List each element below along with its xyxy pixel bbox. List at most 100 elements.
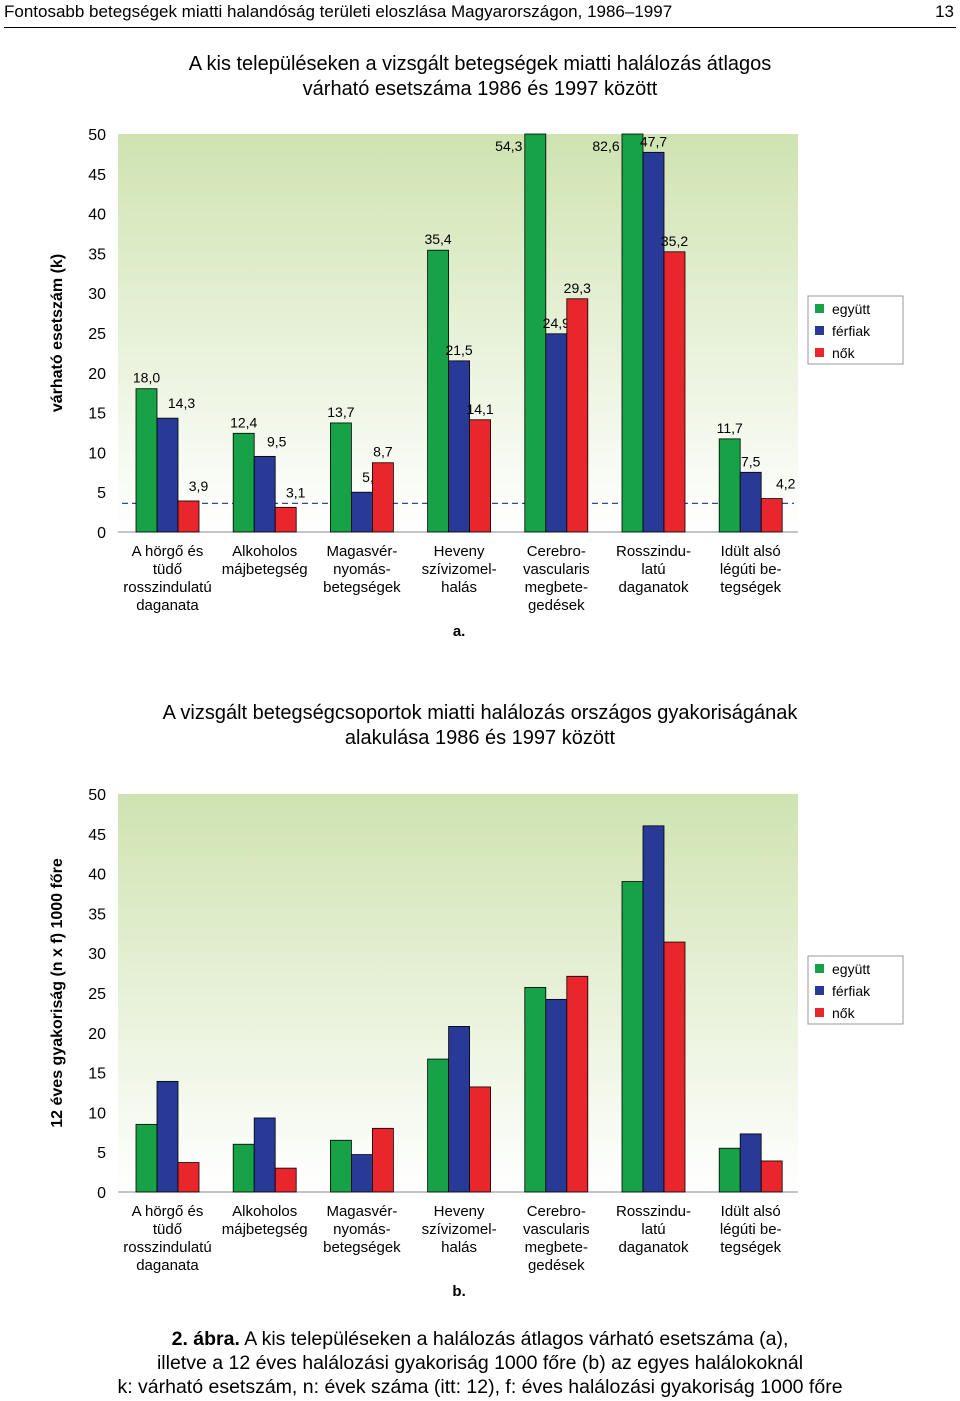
bar <box>232 1143 255 1193</box>
legend-label: férfiak <box>832 323 871 339</box>
bar <box>156 417 179 533</box>
bar <box>663 941 686 1193</box>
bar <box>371 1127 394 1193</box>
bar <box>469 1086 492 1193</box>
bar <box>621 881 644 1193</box>
category-label: Heveny <box>434 1203 485 1220</box>
category-label: daganatok <box>618 1239 689 1256</box>
bar <box>621 133 644 533</box>
category-label: betegségek <box>323 1239 401 1256</box>
category-label: légúti be- <box>720 561 782 578</box>
chart-a: 0 5 10 15 20 25 30 35 40 45 50 várható esetszám (k)… <box>49 127 904 640</box>
bar <box>566 975 589 1193</box>
category-label: szívizomel- <box>422 1221 497 1238</box>
bar <box>448 360 471 533</box>
bar <box>350 1154 373 1193</box>
data-label: 82,6 <box>592 138 619 154</box>
bar <box>718 438 741 533</box>
data-label: 29,3 <box>564 280 591 296</box>
legend-swatch <box>815 986 824 995</box>
y-tick-label: 50 <box>88 787 106 804</box>
legend-swatch <box>815 1008 824 1017</box>
y-tick-label: 25 <box>88 986 106 1003</box>
legend-swatch <box>815 348 824 357</box>
bar <box>329 422 352 533</box>
page-number: 13 <box>935 2 954 21</box>
caption-line-3: k: várható esetszám, n: évek száma (itt:… <box>117 1376 843 1398</box>
header-rule <box>4 27 956 28</box>
legend-label: férfiak <box>832 983 871 999</box>
caption-line-1: A kis településeken a halálozás átlagos … <box>239 1328 789 1350</box>
category-label: A hörgő és <box>132 543 204 560</box>
category-label: daganatok <box>618 579 689 596</box>
data-label: 3,9 <box>189 478 209 494</box>
bar <box>253 455 276 533</box>
category-label: tüdő <box>153 1221 182 1238</box>
bar <box>545 333 568 533</box>
category-label: halás <box>441 1239 477 1256</box>
chart-b: 0 5 10 15 20 25 30 35 40 45 50 12 éves gyakoriság (… <box>49 787 904 1300</box>
bar <box>177 500 200 533</box>
category-label: májbetegség <box>222 561 308 578</box>
category-label: A hörgő és <box>132 1203 204 1220</box>
category-label: nyomás- <box>333 561 391 578</box>
category-label: Heveny <box>434 543 485 560</box>
y-tick-label: 10 <box>88 445 106 462</box>
y-axis-label: várható esetszám (k) <box>49 254 66 412</box>
category-label: Idült alsó <box>721 1203 781 1220</box>
data-label: 7,5 <box>741 453 761 469</box>
category-label: Rosszindu- <box>616 1203 691 1220</box>
data-label: 18,0 <box>133 370 160 386</box>
y-tick-label: 35 <box>88 906 106 923</box>
bar <box>329 1139 352 1193</box>
legend-swatch <box>815 964 824 973</box>
legend-swatch <box>815 304 824 313</box>
category-label: latú <box>641 561 665 578</box>
category-label: latú <box>641 1221 665 1238</box>
data-label: 4,2 <box>776 476 796 492</box>
category-label: tüdő <box>153 561 182 578</box>
data-label: 9,5 <box>267 433 287 449</box>
y-tick-label: 35 <box>88 246 106 263</box>
y-tick-label: 40 <box>88 867 106 884</box>
category-label: rosszindulatú <box>123 579 211 596</box>
category-label: májbetegség <box>222 1221 308 1238</box>
category-label: légúti be- <box>720 1221 782 1238</box>
data-label: 21,5 <box>445 342 472 358</box>
data-label: 13,7 <box>327 404 354 420</box>
category-label: megbete- <box>525 579 588 596</box>
y-tick-label: 0 <box>97 525 106 542</box>
bar <box>760 1160 783 1193</box>
category-label: Rosszindu- <box>616 543 691 560</box>
category-label: megbete- <box>525 1239 588 1256</box>
category-label: Idült alsó <box>721 543 781 560</box>
bar <box>274 1167 297 1193</box>
bar <box>524 987 547 1193</box>
legend-label: együtt <box>832 961 870 977</box>
page-header: Fontosabb betegségek miatti halandóság t… <box>0 0 960 30</box>
bar <box>232 432 255 533</box>
y-tick-label: 0 <box>97 1185 106 1202</box>
y-tick-label: 25 <box>88 326 106 343</box>
bar <box>448 1026 471 1193</box>
caption-line-2: illetve a 12 éves halálozási gyakoriság … <box>156 1352 804 1374</box>
y-tick-label: 5 <box>97 485 106 502</box>
chart-a-title: A kis településeken a vizsgált betegsége… <box>188 53 772 100</box>
data-label: 3,1 <box>286 484 306 500</box>
category-label: vascularis <box>523 561 590 578</box>
data-label: 47,7 <box>640 133 667 149</box>
category-label: Magasvér- <box>326 1203 397 1220</box>
legend: együtt férfiak nők <box>807 295 904 365</box>
legend-label: nők <box>832 345 856 361</box>
bar <box>642 151 665 533</box>
bar <box>760 498 783 533</box>
data-label: 11,7 <box>717 420 743 436</box>
data-label: 54,3 <box>495 138 522 154</box>
category-label: halás <box>441 579 477 596</box>
data-label: 8,7 <box>373 444 393 460</box>
category-label: Alkoholos <box>232 1203 297 1220</box>
category-label: tegségek <box>720 1239 781 1256</box>
category-label: gedések <box>528 1257 585 1274</box>
panel-label: b. <box>452 1283 465 1300</box>
category-label: Cerebro- <box>527 1203 586 1220</box>
